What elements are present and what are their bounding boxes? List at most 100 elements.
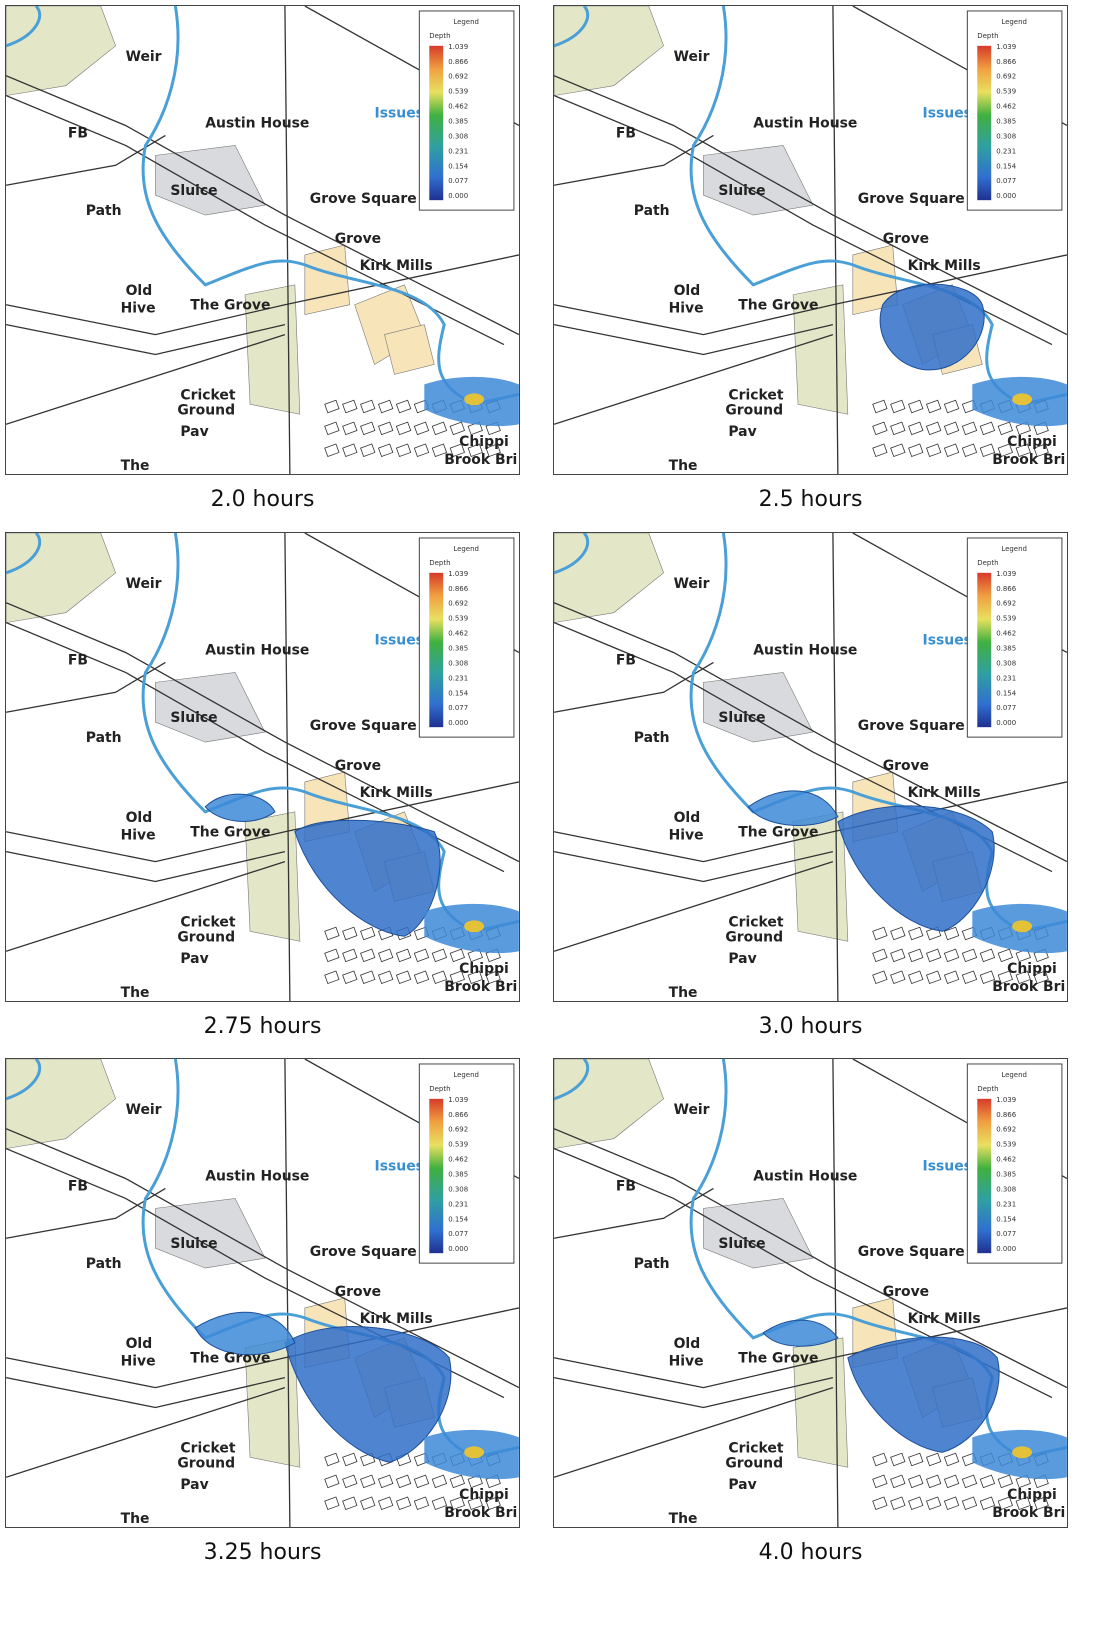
road [6, 325, 285, 355]
legend-value: 1.039 [448, 43, 468, 51]
map-label: Ground [725, 1455, 783, 1471]
map-label: Weir [126, 576, 162, 592]
map-label: Chippi [1007, 434, 1057, 450]
building [396, 1497, 410, 1510]
land-area [305, 245, 350, 315]
flood-map: WeirAustin HouseIssuesFBPathSluiceGrove … [5, 5, 520, 475]
map-label: Chippi [459, 1487, 509, 1503]
legend-value: 0.077 [448, 704, 468, 712]
legend-value: 0.000 [996, 192, 1016, 200]
legend-value: 0.000 [448, 1245, 468, 1253]
legend-value: 0.231 [448, 147, 468, 155]
map-label: The Grove [190, 298, 270, 314]
legend-value: 1.039 [448, 570, 468, 578]
map-label: Kirk Mills [908, 785, 981, 801]
flood-map: WeirAustin HouseIssuesFBPathSluiceGrove … [5, 532, 520, 1002]
building [909, 1453, 923, 1466]
map-label: Grove [335, 231, 381, 247]
road [554, 135, 713, 185]
building [891, 949, 905, 962]
building [944, 444, 958, 457]
road [554, 335, 833, 425]
caption: 2.5 hours [553, 487, 1068, 512]
building [873, 1453, 887, 1466]
flood-extent [838, 806, 994, 931]
legend-value: 0.539 [996, 1141, 1016, 1149]
legend-value: 0.077 [448, 177, 468, 185]
building [927, 971, 941, 984]
map-label: Cricket [180, 914, 235, 930]
land-area [703, 1198, 813, 1268]
legend-value: 1.039 [448, 1096, 468, 1104]
legend-title: Legend [1001, 18, 1027, 26]
map-label: Kirk Mills [908, 1311, 981, 1327]
map-label: Old [674, 283, 701, 299]
building [998, 949, 1012, 962]
building [927, 400, 941, 413]
building [379, 1497, 393, 1510]
building [414, 949, 428, 962]
legend: LegendDepth1.0390.8660.6920.5390.4620.38… [967, 1064, 1062, 1263]
building [944, 422, 958, 435]
building [998, 1475, 1012, 1488]
legend-colorbar [977, 1099, 991, 1253]
building [396, 1475, 410, 1488]
map-label: Cricket [180, 1440, 235, 1456]
building [450, 1475, 464, 1488]
land-area [703, 145, 813, 215]
legend-value: 0.231 [996, 674, 1016, 682]
map-label: FB [68, 125, 88, 141]
map-label: The [121, 458, 150, 474]
building [927, 1475, 941, 1488]
building [343, 422, 357, 435]
road [554, 852, 833, 882]
legend-value: 0.692 [448, 73, 468, 81]
map-label: Issues [375, 1159, 424, 1175]
land-area [703, 672, 813, 742]
legend-title: Legend [453, 18, 479, 26]
map-label: Ground [725, 929, 783, 945]
legend-value: 0.077 [448, 1230, 468, 1238]
flood-extent [205, 794, 275, 821]
map-label: Grove [883, 231, 929, 247]
map-label: Kirk Mills [360, 1311, 433, 1327]
land-area [155, 145, 265, 215]
building [944, 1475, 958, 1488]
map-label: Cricket [728, 914, 783, 930]
legend-value: 0.154 [448, 162, 469, 170]
map-label: Chippi [1007, 961, 1057, 977]
map-label: Austin House [205, 1168, 309, 1184]
legend-value: 0.692 [996, 1126, 1016, 1134]
map-label: Weir [126, 49, 162, 65]
map-label: Issues [375, 633, 424, 649]
building [962, 444, 976, 457]
map-label: Brook Bri [992, 1505, 1065, 1521]
legend-value: 0.539 [448, 615, 468, 623]
building [891, 927, 905, 940]
legend-value: 1.039 [996, 1096, 1016, 1104]
map-label: Pav [180, 1477, 208, 1493]
building [962, 971, 976, 984]
building [873, 927, 887, 940]
legend-colorbar [429, 573, 443, 727]
flood-extent [1012, 393, 1032, 405]
building [873, 422, 887, 435]
building [873, 444, 887, 457]
legend-value: 0.000 [996, 1245, 1016, 1253]
building [432, 422, 446, 435]
legend-value: 0.000 [996, 719, 1016, 727]
flood-map: WeirAustin HouseIssuesFBPathSluiceGrove … [553, 5, 1068, 475]
map-label: Cricket [728, 1440, 783, 1456]
map-label: Sluice [170, 710, 217, 726]
map-label: Old [126, 810, 153, 826]
map-panel: WeirAustin HouseIssuesFBPathSluiceGrove … [553, 5, 1068, 512]
building [909, 927, 923, 940]
building [432, 1475, 446, 1488]
legend-subtitle: Depth [429, 559, 450, 567]
map-label: Hive [121, 1354, 156, 1370]
legend-colorbar [977, 573, 991, 727]
building [325, 1453, 339, 1466]
building [944, 1497, 958, 1510]
legend-value: 0.231 [448, 1200, 468, 1208]
